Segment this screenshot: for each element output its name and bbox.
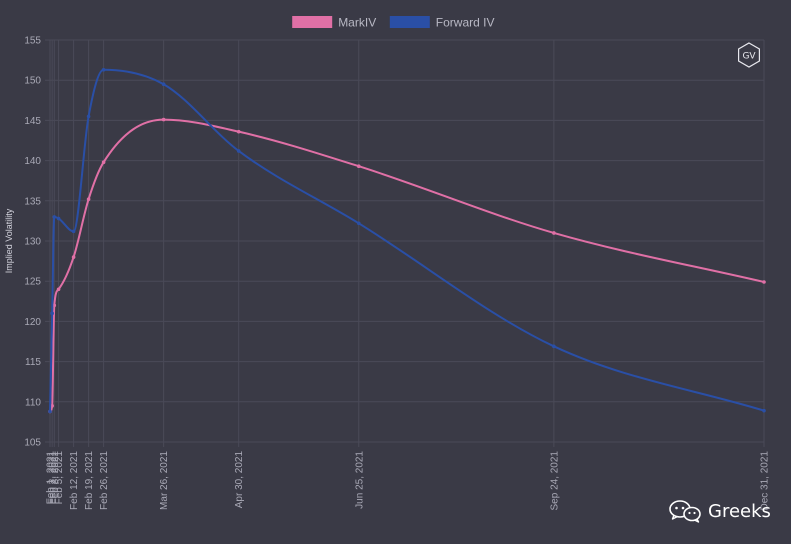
- y-tick-label: 110: [25, 397, 41, 408]
- data-point: [552, 344, 556, 349]
- y-axis-ticks: 105 110 115 120 125 130 135 140 145 150 155: [24, 36, 41, 449]
- x-tick-label: Feb 19, 2021: [84, 451, 95, 510]
- data-point: [71, 255, 76, 259]
- data-point: [56, 287, 61, 292]
- x-tick-label: Feb 26, 2021: [99, 451, 110, 510]
- legend-label: Forward IV: [436, 16, 495, 30]
- data-point: [48, 409, 52, 414]
- y-tick-label: 105: [24, 438, 41, 449]
- data-point: [86, 114, 91, 119]
- y-tick-label: 150: [24, 76, 41, 87]
- y-axis-title: Implied Volatility: [4, 208, 14, 273]
- data-point: [356, 164, 361, 169]
- y-tick-label: 115: [25, 357, 41, 368]
- series-markiv: [48, 117, 766, 414]
- series-line: [49, 118, 765, 413]
- chart-grid: [45, 39, 765, 447]
- data-point: [56, 216, 61, 221]
- legend-item-forward-iv[interactable]: Forward IV: [389, 16, 495, 30]
- x-tick-label: Mar 26, 2021: [159, 451, 170, 510]
- data-point: [101, 67, 106, 72]
- x-tick-label: Feb 12, 2021: [69, 451, 80, 510]
- data-point: [161, 82, 166, 87]
- data-point: [161, 117, 166, 122]
- legend-label: MarkIV: [338, 16, 376, 30]
- data-point: [50, 404, 54, 408]
- y-tick-label: 120: [24, 317, 41, 328]
- data-point: [101, 160, 106, 165]
- y-tick-label: 145: [24, 116, 41, 127]
- gv-logo: GV: [738, 42, 760, 68]
- x-tick-label: Jun 25, 2021: [354, 451, 365, 509]
- x-tick-label: Apr 30, 2021: [234, 451, 245, 509]
- x-tick-label: Feb 2, 2021: [48, 451, 59, 505]
- x-tick-label: Sep 24, 2021: [549, 451, 560, 511]
- data-point: [356, 221, 361, 226]
- legend-swatch: [292, 16, 333, 28]
- x-tick-label: Feb 3, 2021: [50, 451, 61, 505]
- data-point: [71, 229, 76, 234]
- y-tick-label: 130: [24, 237, 41, 248]
- logo-text: GV: [742, 52, 756, 62]
- y-tick-label: 135: [24, 196, 41, 207]
- hexagon-logo-icon: [738, 42, 760, 68]
- data-point: [762, 408, 766, 413]
- data-point: [86, 197, 91, 201]
- greeks-watermark: Greeks: [668, 498, 771, 524]
- watermark-text: Greeks: [708, 500, 771, 522]
- data-point: [50, 311, 54, 316]
- wechat-icon: [669, 500, 701, 523]
- x-tick-label: Feb 1, 2021: [46, 451, 57, 505]
- x-tick-label: Dec 31, 2021: [760, 451, 771, 511]
- y-tick-label: 125: [24, 277, 41, 288]
- legend-item-markiv[interactable]: MarkIV: [292, 16, 376, 30]
- legend-swatch: [389, 16, 430, 28]
- x-tick-label: Feb 5, 2021: [54, 451, 65, 505]
- data-point: [236, 129, 241, 134]
- chart-series: [48, 67, 766, 414]
- data-point: [552, 231, 556, 235]
- data-point: [52, 215, 57, 219]
- chart-legend[interactable]: MarkIV Forward IV: [292, 16, 494, 30]
- data-point: [762, 280, 766, 284]
- data-point: [52, 303, 57, 308]
- data-point: [236, 149, 241, 153]
- y-tick-label: 155: [24, 36, 41, 47]
- series-forward-iv: [48, 67, 766, 414]
- y-tick-label: 140: [24, 156, 41, 167]
